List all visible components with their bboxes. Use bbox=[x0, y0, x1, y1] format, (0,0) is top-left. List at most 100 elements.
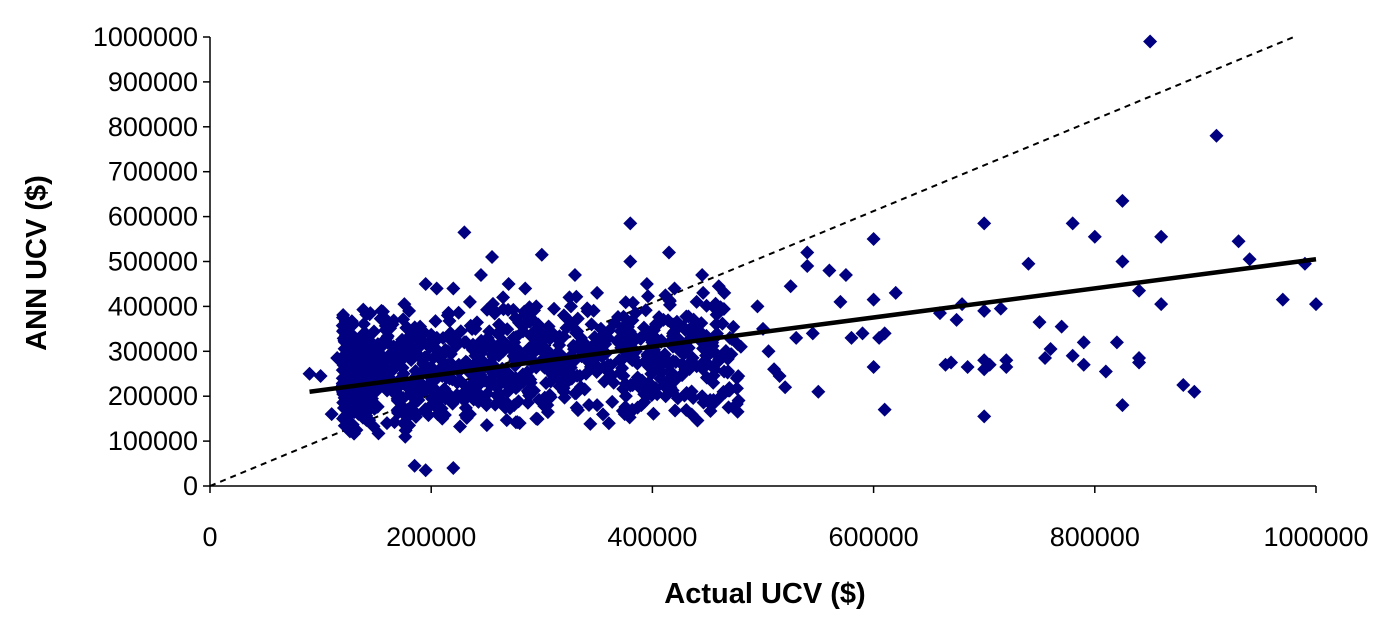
data-point bbox=[348, 337, 363, 352]
data-point bbox=[394, 334, 409, 349]
data-point bbox=[458, 408, 473, 423]
data-point bbox=[772, 368, 787, 383]
data-point bbox=[601, 416, 616, 431]
data-point bbox=[693, 324, 708, 339]
reference-line bbox=[209, 36, 1295, 487]
data-point bbox=[663, 380, 678, 395]
data-point bbox=[390, 391, 405, 406]
data-point bbox=[503, 401, 518, 416]
data-point bbox=[888, 285, 903, 300]
data-point bbox=[480, 330, 495, 345]
data-point bbox=[552, 379, 567, 394]
data-point bbox=[623, 254, 638, 269]
data-point bbox=[446, 461, 461, 476]
data-point bbox=[1275, 292, 1290, 307]
data-point bbox=[658, 288, 673, 303]
data-point bbox=[664, 370, 679, 385]
data-point bbox=[590, 285, 605, 300]
data-point bbox=[580, 301, 595, 316]
data-point bbox=[977, 303, 992, 318]
data-point bbox=[397, 297, 412, 312]
data-point bbox=[408, 409, 423, 424]
data-point bbox=[1065, 216, 1080, 231]
data-point bbox=[412, 349, 427, 364]
data-point bbox=[407, 458, 422, 473]
data-point bbox=[343, 393, 358, 408]
data-point bbox=[657, 347, 672, 362]
data-point bbox=[1209, 128, 1224, 143]
data-point bbox=[669, 314, 684, 329]
data-point bbox=[446, 281, 461, 296]
data-point bbox=[630, 356, 645, 371]
data-point bbox=[399, 320, 414, 335]
data-point bbox=[567, 267, 582, 282]
data-point bbox=[1038, 351, 1053, 366]
y-tick-label: 0 bbox=[183, 471, 198, 501]
data-point bbox=[563, 299, 578, 314]
data-point bbox=[666, 354, 681, 369]
data-point bbox=[726, 319, 741, 334]
data-point bbox=[485, 347, 500, 362]
data-point bbox=[495, 333, 510, 348]
data-point bbox=[638, 303, 653, 318]
data-point bbox=[696, 285, 711, 300]
y-tick-label: 400000 bbox=[108, 291, 198, 321]
data-point bbox=[661, 245, 676, 260]
data-point bbox=[1043, 342, 1058, 357]
data-point bbox=[717, 285, 732, 300]
data-point bbox=[359, 390, 374, 405]
data-point bbox=[424, 327, 439, 342]
data-point bbox=[524, 328, 539, 343]
data-point bbox=[344, 314, 359, 329]
data-point bbox=[616, 381, 631, 396]
data-point bbox=[1187, 384, 1202, 399]
data-point bbox=[644, 359, 659, 374]
data-point bbox=[652, 359, 667, 374]
x-tick-label: 1000000 bbox=[1263, 522, 1368, 552]
data-point bbox=[313, 368, 328, 383]
data-point bbox=[800, 245, 815, 260]
data-point bbox=[838, 267, 853, 282]
data-point bbox=[977, 409, 992, 424]
data-point bbox=[783, 279, 798, 294]
data-point bbox=[396, 400, 411, 415]
data-point bbox=[844, 330, 859, 345]
x-axis-ticks: 0 200000 400000 600000 800000 1000000 bbox=[202, 486, 1369, 552]
data-point bbox=[730, 337, 745, 352]
data-point bbox=[982, 357, 997, 372]
data-point bbox=[642, 378, 657, 393]
data-point bbox=[778, 380, 793, 395]
data-point bbox=[1021, 256, 1036, 271]
y-tick-label: 1000000 bbox=[93, 22, 198, 52]
data-point bbox=[678, 322, 693, 337]
data-point bbox=[636, 320, 651, 335]
data-point bbox=[557, 390, 572, 405]
data-point bbox=[639, 276, 654, 291]
data-point bbox=[679, 342, 694, 357]
data-point bbox=[488, 397, 503, 412]
data-point bbox=[960, 360, 975, 375]
data-point bbox=[530, 412, 545, 427]
data-point bbox=[977, 216, 992, 231]
data-point bbox=[593, 321, 608, 336]
data-point bbox=[822, 263, 837, 278]
data-point bbox=[521, 385, 536, 400]
data-point bbox=[729, 371, 744, 386]
data-point bbox=[618, 400, 633, 415]
data-point bbox=[473, 267, 488, 282]
data-point bbox=[547, 301, 562, 316]
data-point bbox=[438, 388, 453, 403]
data-point bbox=[459, 335, 474, 350]
data-point bbox=[559, 310, 574, 325]
data-point bbox=[518, 281, 533, 296]
data-point bbox=[383, 321, 398, 336]
data-point bbox=[375, 304, 390, 319]
data-point bbox=[302, 366, 317, 381]
data-point bbox=[706, 368, 721, 383]
data-point bbox=[721, 383, 736, 398]
x-tick-label: 200000 bbox=[386, 522, 476, 552]
data-point bbox=[628, 306, 643, 321]
data-point bbox=[855, 326, 870, 341]
data-point bbox=[480, 386, 495, 401]
data-point bbox=[356, 326, 371, 341]
